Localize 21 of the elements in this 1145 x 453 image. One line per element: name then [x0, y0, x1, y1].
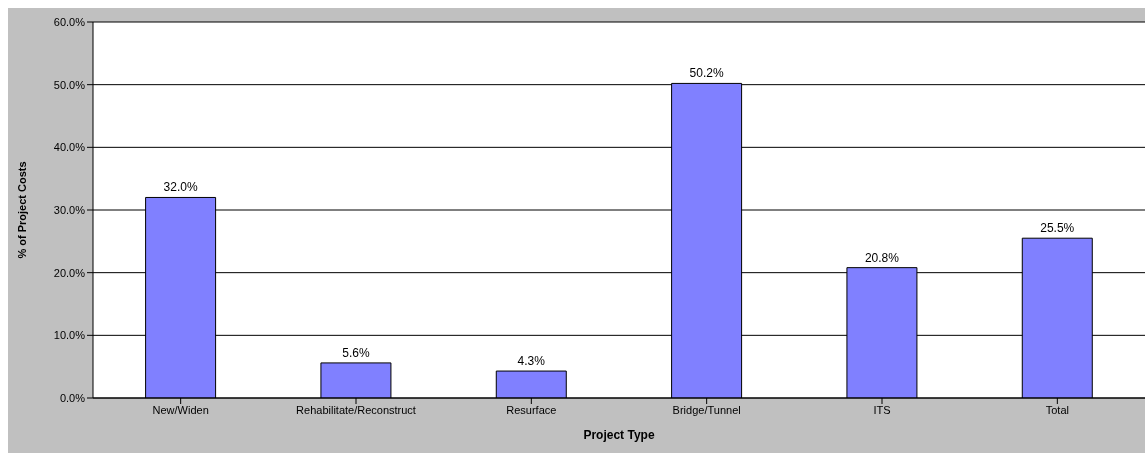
data-label: 32.0%: [163, 180, 198, 195]
data-label: 4.3%: [517, 354, 546, 369]
y-tick-label: 30.0%: [53, 203, 86, 216]
y-tick-label: 20.0%: [53, 266, 86, 279]
data-label: 50.2%: [689, 66, 724, 81]
x-tick-label: Resurface: [506, 403, 557, 416]
x-axis-title: Project Type: [583, 428, 655, 442]
data-label: 20.8%: [864, 250, 900, 265]
y-tick-label: 50.0%: [53, 78, 86, 91]
y-axis-title: % of Project Costs: [15, 161, 28, 259]
y-tick-label: 0.0%: [59, 391, 86, 404]
x-tick-label: Bridge/Tunnel: [672, 403, 741, 416]
data-label: 5.6%: [342, 345, 370, 360]
y-tick-label: 10.0%: [53, 329, 86, 342]
x-tick-label: Total: [1045, 403, 1069, 416]
x-tick-label: ITS: [873, 403, 891, 416]
y-tick-label: 60.0%: [53, 15, 86, 28]
data-label: 25.5%: [1040, 221, 1075, 236]
x-tick-label: New/Widen: [152, 403, 209, 416]
x-tick-label: Rehabilitate/Reconstruct: [296, 403, 416, 416]
y-tick-label: 40.0%: [53, 141, 86, 154]
